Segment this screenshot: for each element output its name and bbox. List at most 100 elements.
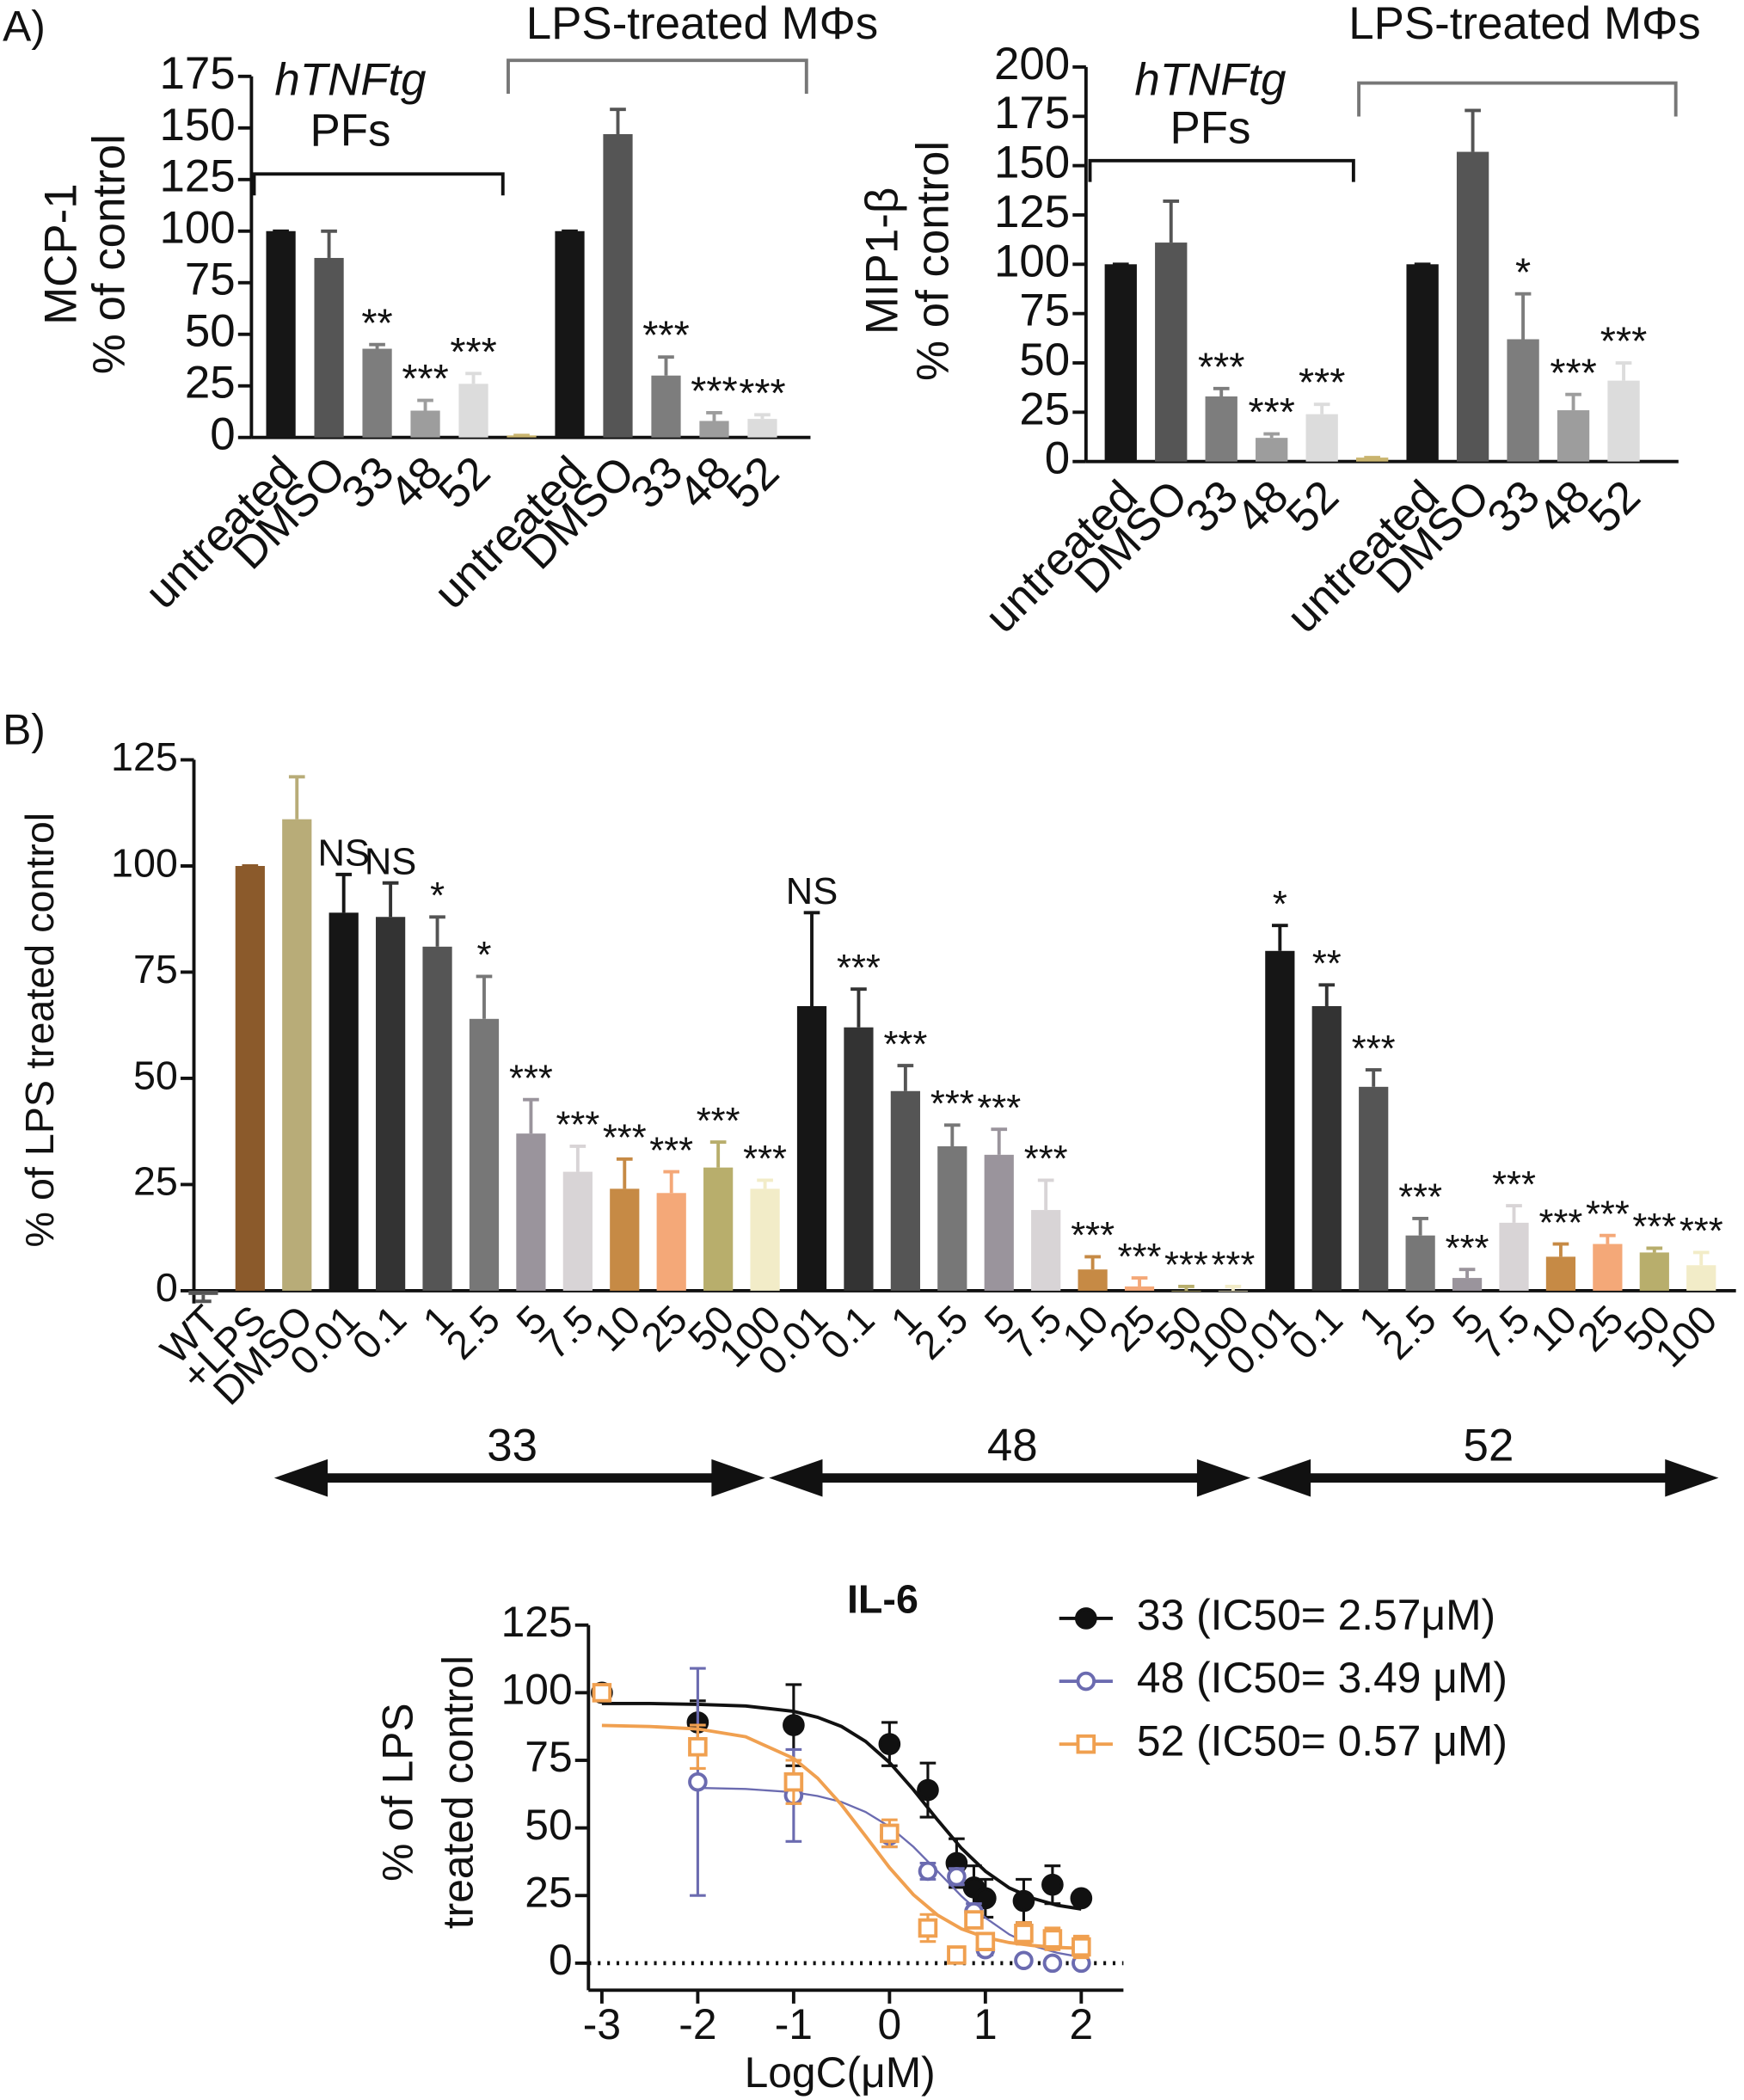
x-tick-label: 2.5 xyxy=(1373,1297,1445,1368)
data-point xyxy=(1072,1937,1091,1957)
bar xyxy=(844,1027,874,1291)
bar xyxy=(603,133,633,438)
bar xyxy=(329,912,359,1291)
bar xyxy=(610,1188,640,1291)
y-tick-label: 100 xyxy=(501,1666,573,1714)
legend-label: 33 (IC50= 2.57μM) xyxy=(1137,1591,1495,1639)
x-tick-label: 2.5 xyxy=(438,1297,509,1368)
data-point xyxy=(975,1931,996,1951)
bar xyxy=(1311,1005,1342,1291)
data-point xyxy=(1014,1950,1034,1970)
bar xyxy=(890,1090,920,1291)
legend-marker xyxy=(1075,1607,1097,1630)
y-tick-label: 75 xyxy=(525,1733,572,1781)
group-label: 52 xyxy=(1464,1420,1514,1471)
y-tick-label: 50 xyxy=(525,1801,572,1849)
legend-marker xyxy=(1076,1671,1096,1692)
significance-label: *** xyxy=(402,356,448,401)
significance-label: *** xyxy=(1492,1164,1536,1206)
significance-label: * xyxy=(477,935,492,976)
y-tick-label: 200 xyxy=(994,39,1070,89)
data-point xyxy=(880,1823,900,1844)
x-tick-label: 52 xyxy=(1277,471,1348,543)
group-bracket xyxy=(1088,158,1355,182)
significance-label: ** xyxy=(1312,943,1342,985)
x-tick-label: 2 xyxy=(1069,2000,1093,2048)
bar xyxy=(562,1171,593,1291)
bar xyxy=(656,1193,686,1291)
y-tick-label: 25 xyxy=(133,1159,178,1204)
y-axis-label: MCP-1 xyxy=(36,183,87,324)
y-tick-label: 150 xyxy=(994,138,1070,188)
arrow-head xyxy=(1256,1458,1311,1497)
data-point xyxy=(1014,1923,1034,1943)
significance-label: *** xyxy=(1164,1245,1208,1286)
significance-label: *** xyxy=(1446,1228,1489,1269)
arrow-head xyxy=(1196,1458,1251,1497)
bar xyxy=(1078,1269,1108,1291)
bar xyxy=(699,421,729,438)
significance-label: *** xyxy=(1352,1029,1396,1070)
y-tick-label: 25 xyxy=(185,358,236,408)
significance-label: *** xyxy=(1632,1207,1676,1248)
bar xyxy=(1607,380,1640,462)
significance-label: *** xyxy=(883,1024,927,1065)
arrow-head xyxy=(1665,1458,1719,1497)
bar xyxy=(1557,410,1590,462)
y-axis-label: treated control xyxy=(434,1655,482,1929)
x-tick-label: -3 xyxy=(583,2000,621,2048)
significance-label: *** xyxy=(1299,360,1345,405)
legend-label: 52 (IC50= 0.57 μM) xyxy=(1137,1716,1508,1765)
bar xyxy=(1104,264,1137,462)
y-tick-label: 50 xyxy=(133,1053,178,1097)
data-point xyxy=(592,1683,612,1703)
significance-label: *** xyxy=(1118,1237,1162,1278)
group-label: PFs xyxy=(310,106,390,157)
significance-label: ** xyxy=(361,300,392,345)
y-tick-label: 75 xyxy=(185,255,236,305)
significance-label: *** xyxy=(1071,1215,1115,1256)
significance-label: *** xyxy=(509,1058,553,1099)
bar xyxy=(1171,1290,1201,1292)
bar xyxy=(314,257,344,438)
bar xyxy=(1205,396,1237,462)
significance-label: *** xyxy=(697,1101,740,1142)
bar xyxy=(1456,151,1489,462)
y-tick-label: 100 xyxy=(994,236,1070,286)
data-point xyxy=(1041,1873,1064,1896)
legend-label: 48 (IC50= 3.49 μM) xyxy=(1137,1654,1508,1702)
significance-label: NS xyxy=(786,871,838,912)
group-label: LPS-treated MΦs xyxy=(526,0,878,49)
bar xyxy=(1499,1222,1529,1291)
x-tick-label: 2.5 xyxy=(906,1297,977,1368)
significance-label: *** xyxy=(1398,1177,1442,1219)
y-tick-label: 125 xyxy=(160,151,236,202)
y-tick-label: 25 xyxy=(1019,384,1070,434)
bar xyxy=(1355,457,1389,462)
group-label: 33 xyxy=(487,1420,537,1471)
y-tick-label: 175 xyxy=(160,48,236,99)
group-bracket xyxy=(1357,81,1678,117)
bar xyxy=(1593,1243,1623,1291)
significance-label: *** xyxy=(1198,344,1244,389)
bar xyxy=(555,230,585,438)
y-tick-label: 150 xyxy=(160,100,236,150)
data-point xyxy=(878,1733,901,1755)
data-point xyxy=(947,1866,967,1887)
bar xyxy=(1155,243,1188,462)
y-tick-label: 0 xyxy=(156,1265,178,1310)
significance-label: *** xyxy=(642,313,689,358)
bar xyxy=(1265,950,1295,1291)
y-axis-label: % of control xyxy=(84,134,135,374)
bar xyxy=(1686,1265,1716,1291)
data-point xyxy=(1042,1953,1063,1974)
significance-label: *** xyxy=(691,368,737,413)
x-tick-label: 52 xyxy=(1579,471,1650,543)
arrow-head xyxy=(769,1458,823,1497)
bar xyxy=(266,230,296,438)
y-tick-label: 75 xyxy=(1019,286,1070,336)
significance-label: *** xyxy=(1248,390,1294,434)
arrow-head xyxy=(711,1458,765,1497)
bar xyxy=(651,375,681,438)
bar xyxy=(235,865,265,1291)
